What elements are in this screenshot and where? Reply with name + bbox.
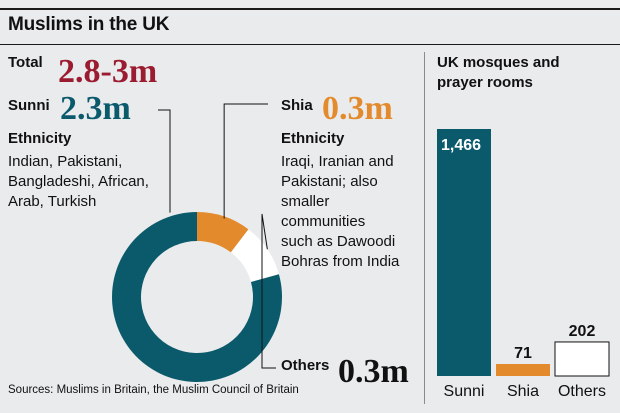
shia-ethnicity-heading: Ethnicity <box>281 130 345 147</box>
shia-eth-line: Bohras from India <box>281 253 400 270</box>
shia-eth-line: Pakistani; also <box>281 173 378 190</box>
bar-value-label: 202 <box>569 323 596 340</box>
sunni-eth-line: Bangladeshi, African, <box>8 173 149 190</box>
bar-category-label: Others <box>558 383 606 400</box>
total-label: Total <box>8 54 43 71</box>
chart-title: Muslims in the UK <box>8 14 170 35</box>
bar-shia <box>496 364 550 376</box>
sunni-ethnicity-text: Indian, Pakistani, Bangladeshi, African,… <box>8 152 149 212</box>
shia-eth-line: communities <box>281 213 366 230</box>
bar-category-label: Shia <box>507 383 539 400</box>
total-value: 2.8-3m <box>58 53 158 90</box>
others-leader-line <box>261 213 276 369</box>
shia-eth-line: Iraqi, Iranian and <box>281 153 394 170</box>
bar-category-label: Sunni <box>444 383 485 400</box>
donut-slice-sunni <box>112 211 283 382</box>
sunni-ethnicity-heading: Ethnicity <box>8 130 72 147</box>
bar-sunni <box>437 129 491 376</box>
source-note: Sources: Muslims in Britain, the Muslim … <box>8 384 299 396</box>
donut-slice-shia <box>197 212 249 253</box>
sunni-value: 2.3m <box>60 90 131 127</box>
shia-eth-line: smaller <box>281 193 330 210</box>
bar-value-label: 1,466 <box>441 137 481 154</box>
sunni-label: Sunni <box>8 97 50 114</box>
top-rule <box>0 8 620 10</box>
donut-slice-others <box>230 229 279 283</box>
title-underline <box>0 44 620 45</box>
sunni-leader-line <box>158 109 171 213</box>
others-label: Others <box>281 357 330 374</box>
sunni-eth-line: Indian, Pakistani, <box>8 153 123 170</box>
bar-value-label: 71 <box>514 345 532 362</box>
shia-leader-line <box>223 103 268 219</box>
shia-value: 0.3m <box>322 90 393 127</box>
sunni-eth-line: Arab, Turkish <box>8 193 97 210</box>
bar-chart-title: UK mosques and prayer rooms <box>437 54 560 91</box>
shia-eth-line: such as Dawoodi <box>281 233 396 250</box>
shia-label: Shia <box>281 97 313 114</box>
bar-others <box>554 341 610 377</box>
shia-ethnicity-text: Iraqi, Iranian and Pakistani; also small… <box>281 152 399 272</box>
others-value: 0.3m <box>338 353 409 390</box>
panel-divider <box>424 52 425 404</box>
